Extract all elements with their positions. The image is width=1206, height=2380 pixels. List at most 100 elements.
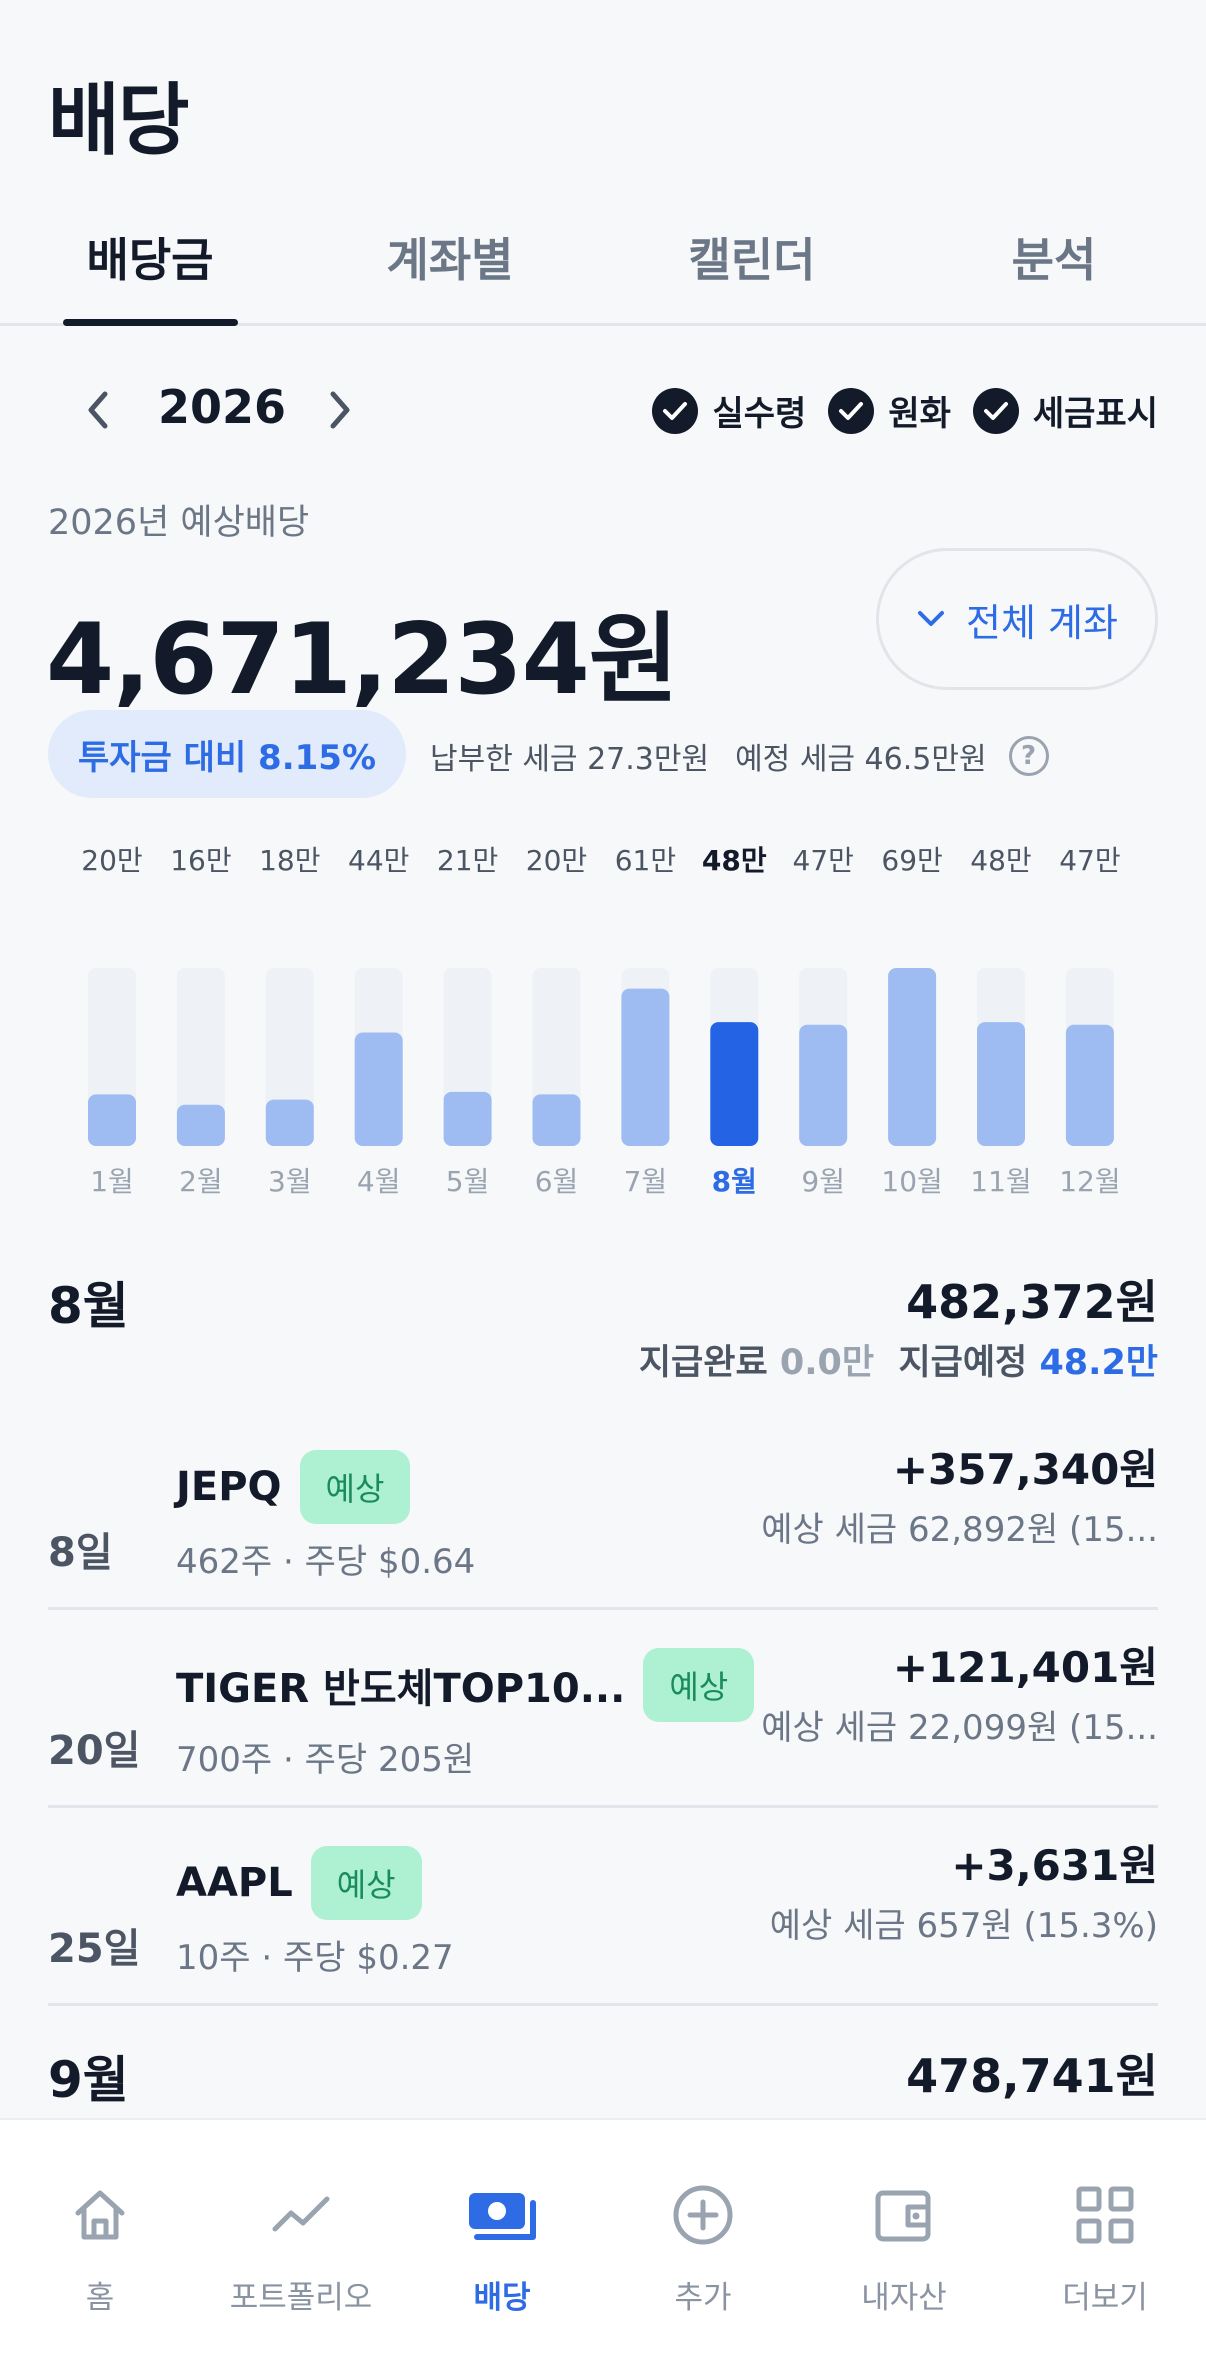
- dividend-tax: 예상 세금 22,099원 (15...: [761, 1708, 1158, 1748]
- dividend-icon: [402, 2178, 602, 2252]
- chevron-down-icon: [918, 611, 945, 626]
- payment-day: 20일: [48, 1728, 141, 1774]
- trend-icon: [201, 2178, 401, 2252]
- month-tick-label[interactable]: 2월: [179, 1165, 223, 1198]
- status-badge: 예상: [299, 1450, 411, 1524]
- bar-7월[interactable]: [621, 988, 670, 1146]
- bar-1월[interactable]: [88, 1094, 136, 1146]
- month-tick-label[interactable]: 8월: [712, 1165, 757, 1198]
- grid-icon: [1005, 2178, 1205, 2252]
- dividend-tax: 예상 세금 62,892원 (15...: [761, 1510, 1158, 1550]
- bar-value-label: 61만: [615, 844, 676, 877]
- bar-2월[interactable]: [176, 1104, 225, 1146]
- payment-day: 8일: [48, 1530, 113, 1576]
- month-tick-label[interactable]: 10월: [881, 1165, 942, 1198]
- toggle-show-tax[interactable]: 세금표시: [972, 386, 1158, 435]
- nav-more[interactable]: 더보기: [1005, 2178, 1205, 2317]
- month-total: 482,372원: [906, 1275, 1158, 1329]
- nav-assets[interactable]: 내자산: [804, 2178, 1004, 2317]
- month-tick-label[interactable]: 3월: [268, 1165, 312, 1198]
- month-tick-label[interactable]: 1월: [90, 1165, 134, 1198]
- share-info: 10주 · 주당 $0.27: [176, 1938, 454, 1978]
- toggle-net-income[interactable]: 실수령: [652, 386, 806, 435]
- next-month-total: 478,741원: [906, 2049, 1158, 2103]
- ticker-name: JEPQ 예상: [176, 1450, 411, 1524]
- nav-add[interactable]: 추가: [603, 2178, 803, 2317]
- tab-by-account[interactable]: 계좌별: [386, 233, 514, 287]
- bar-value-label: 20만: [526, 844, 587, 877]
- toggle-krw[interactable]: 원화: [828, 386, 951, 435]
- nav-label: 더보기: [1062, 2280, 1148, 2316]
- toggle-label: 세금표시: [1032, 394, 1158, 434]
- ticker-label: TIGER 반도체TOP10...: [176, 1666, 626, 1712]
- dividend-row[interactable]: 20일 TIGER 반도체TOP10... 예상 700주 · 주당 205원 …: [48, 1610, 1158, 1808]
- bar-3월[interactable]: [265, 1099, 314, 1146]
- month-tick-label[interactable]: 4월: [357, 1165, 401, 1198]
- month-tick-label[interactable]: 5월: [446, 1165, 490, 1198]
- toggle-label: 원화: [888, 394, 951, 434]
- wallet-icon: [804, 2178, 1004, 2252]
- toggle-label: 실수령: [712, 394, 807, 434]
- paid-tax: 납부한 세금 27.3만원: [430, 742, 710, 777]
- tab-calendar[interactable]: 캘린더: [688, 233, 816, 287]
- month-tick-label[interactable]: 12월: [1059, 1165, 1120, 1198]
- tax-summary: 납부한 세금 27.3만원 예정 세금 46.5만원 ?: [430, 734, 1049, 778]
- bar-10월[interactable]: [888, 968, 937, 1146]
- dividend-row[interactable]: 8일 JEPQ 예상 462주 · 주당 $0.64 +357,340원 예상 …: [48, 1412, 1158, 1610]
- paid-label: 지급완료: [638, 1343, 768, 1383]
- bar-value-label: 48만: [970, 844, 1031, 877]
- share-info: 462주 · 주당 $0.64: [176, 1542, 476, 1582]
- month-tick-label[interactable]: 11월: [970, 1165, 1031, 1198]
- share-info: 700주 · 주당 205원: [176, 1740, 475, 1780]
- month-tick-label[interactable]: 6월: [535, 1165, 579, 1198]
- bar-11월[interactable]: [977, 1022, 1025, 1146]
- bar-12월[interactable]: [1065, 1024, 1114, 1146]
- plus-circle-icon: [603, 2178, 803, 2252]
- monthly-dividend-chart: 20만 1월 16만 2월 18만 3월 44만 4월 21만 5월 20만 6월 61만 7월 48만 8월…: [0, 840, 1206, 1220]
- status-badge: 예상: [310, 1846, 422, 1920]
- next-month-label: 9월: [48, 2051, 129, 2109]
- bar-4월[interactable]: [354, 1032, 403, 1146]
- bar-value-label: 47만: [1059, 844, 1120, 877]
- dividend-tax: 예상 세금 657원 (15.3%): [769, 1906, 1158, 1946]
- chart-canvas: 20만 1월 16만 2월 18만 3월 44만 4월 21만 5월 20만 6월 61만 7월 48만 8월…: [81, 844, 1120, 1198]
- nav-home[interactable]: 홈: [0, 2178, 200, 2317]
- paid-value: 0.0만: [779, 1343, 875, 1383]
- nav-label: 내자산: [861, 2280, 947, 2316]
- bar-track: [176, 968, 225, 1146]
- chevron-right-icon[interactable]: [312, 382, 368, 438]
- tab-bar: 배당금 계좌별 캘린더 분석: [0, 200, 1206, 326]
- bar-value-label: 20만: [81, 844, 142, 877]
- display-toggles: 실수령 원화 세금표시: [630, 386, 1158, 435]
- tab-dividends[interactable]: 배당금: [86, 233, 214, 287]
- dividend-row[interactable]: 25일 AAPL 예상 10주 · 주당 $0.27 +3,631원 예상 세금…: [48, 1808, 1158, 2006]
- yield-badge: 투자금 대비 8.15%: [48, 710, 406, 798]
- dividend-amount: +121,401원: [892, 1643, 1158, 1692]
- account-filter-button[interactable]: 전체 계좌: [876, 548, 1158, 690]
- bar-value-label: 48만: [702, 844, 767, 877]
- payment-status: 지급완료 0.0만 지급예정 48.2만: [639, 1334, 1158, 1385]
- tab-analysis[interactable]: 분석: [1011, 233, 1097, 287]
- nav-label: 추가: [674, 2280, 732, 2316]
- check-icon: [972, 387, 1019, 434]
- month-tick-label[interactable]: 7월: [624, 1165, 668, 1198]
- help-icon[interactable]: ?: [1008, 736, 1049, 776]
- bar-9월[interactable]: [799, 1024, 848, 1146]
- bar-6월[interactable]: [532, 1094, 581, 1146]
- nav-dividend[interactable]: 배당: [402, 2178, 602, 2317]
- active-tab-indicator: [63, 319, 238, 326]
- ticker-label: AAPL: [176, 1860, 293, 1906]
- chevron-left-icon[interactable]: [70, 382, 126, 438]
- nav-portfolio[interactable]: 포트폴리오: [201, 2178, 401, 2317]
- expected-value: 48.2만: [1039, 1343, 1158, 1383]
- bar-8월[interactable]: [710, 1022, 759, 1146]
- expected-dividend-label: 2026년 예상배당: [48, 503, 310, 543]
- bar-value-label: 16만: [170, 844, 231, 877]
- bar-value-label: 47만: [793, 844, 854, 877]
- month-tick-label[interactable]: 9월: [801, 1165, 845, 1198]
- bar-5월[interactable]: [443, 1091, 492, 1146]
- payment-day: 25일: [48, 1926, 141, 1972]
- home-icon: [0, 2178, 200, 2252]
- ticker-name: AAPL 예상: [176, 1846, 422, 1920]
